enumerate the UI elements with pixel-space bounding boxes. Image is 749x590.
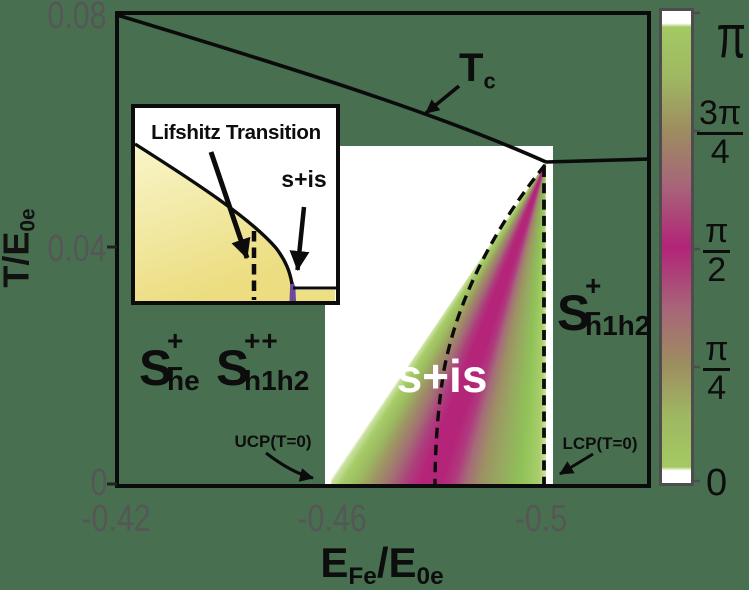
- ucp-annotation: UCP(T=0): [234, 432, 312, 451]
- x-tick-label-046: -0.46: [297, 498, 367, 540]
- y-tick-label-008: 0.08: [47, 0, 107, 37]
- y-tick-label-004: 0.04: [47, 228, 107, 270]
- axes-frame: [115, 11, 651, 488]
- inset-title: Lifshitz Transition: [151, 121, 321, 144]
- y-tick-label-0: 0: [90, 462, 108, 504]
- x-tick-label-042: -0.42: [81, 498, 151, 540]
- y-axis-label: T/E0e: [0, 208, 40, 288]
- lcp-annotation: LCP(T=0): [562, 434, 638, 453]
- s-is-dome-label: s+is: [396, 350, 488, 402]
- colorbar-label-0: 0: [706, 462, 728, 504]
- colorbar-label-pi2: π 2: [703, 212, 731, 289]
- x-axis-label: EFe/E0e: [320, 539, 444, 590]
- tc-annotation: Tc: [459, 46, 496, 94]
- colorbar-label-pi: π: [716, 2, 746, 72]
- inset-s-is-label: s+is: [281, 166, 327, 192]
- colorbar: [659, 8, 694, 486]
- x-tick-label-05: -0.5: [514, 498, 568, 540]
- colorbar-label-3pi4: 3π 4: [697, 94, 744, 171]
- colorbar-label-pi4: π 4: [703, 330, 731, 407]
